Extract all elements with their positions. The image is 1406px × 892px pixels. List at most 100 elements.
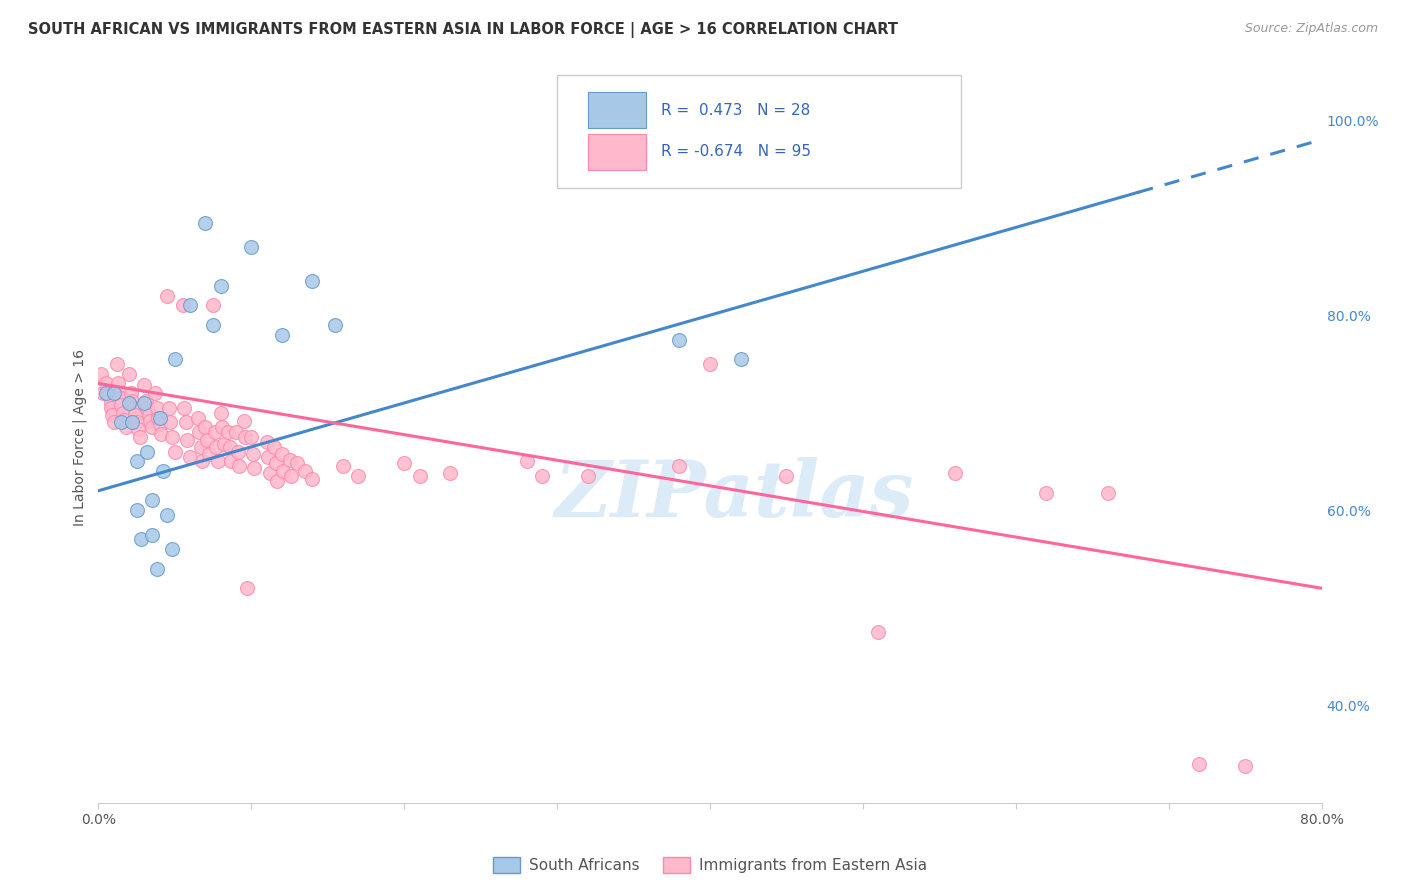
- Point: [179, 450, 201, 464]
- Point: [179, 298, 201, 312]
- Point: [103, 416, 125, 430]
- Point: [516, 454, 538, 468]
- Point: [775, 469, 797, 483]
- Point: [194, 215, 217, 229]
- Point: [301, 472, 323, 486]
- Point: [156, 508, 179, 522]
- Point: [195, 433, 218, 447]
- Point: [668, 459, 690, 474]
- Point: [145, 401, 167, 415]
- Point: [699, 357, 721, 371]
- Point: [91, 386, 114, 401]
- Point: [152, 464, 174, 478]
- Point: [1097, 485, 1119, 500]
- Point: [163, 444, 186, 458]
- Point: [211, 420, 233, 434]
- Point: [1234, 758, 1257, 772]
- Point: [256, 434, 278, 449]
- Point: [233, 430, 256, 444]
- Point: [121, 416, 143, 430]
- Point: [124, 408, 146, 422]
- Point: [138, 408, 160, 422]
- Point: [204, 425, 226, 440]
- Point: [194, 420, 217, 434]
- Point: [141, 527, 163, 541]
- Point: [235, 581, 257, 595]
- Point: [188, 425, 211, 440]
- Bar: [588, 92, 647, 128]
- Point: [240, 240, 263, 254]
- Point: [146, 410, 169, 425]
- Point: [221, 454, 243, 468]
- Point: [530, 469, 553, 483]
- Point: [111, 406, 134, 420]
- FancyBboxPatch shape: [557, 75, 960, 188]
- Point: [90, 367, 112, 381]
- Point: [118, 367, 141, 381]
- Point: [730, 352, 752, 367]
- Point: [257, 450, 280, 464]
- Point: [225, 425, 247, 440]
- Point: [209, 406, 232, 420]
- Point: [1188, 756, 1211, 771]
- Point: [294, 464, 316, 478]
- Point: [150, 427, 173, 442]
- Point: [270, 327, 292, 342]
- Point: [325, 318, 347, 332]
- Point: [134, 378, 156, 392]
- Point: [243, 461, 266, 475]
- Point: [149, 410, 172, 425]
- Point: [228, 459, 250, 474]
- Point: [100, 396, 122, 410]
- Point: [347, 469, 370, 483]
- Point: [105, 357, 128, 371]
- Point: [172, 298, 194, 312]
- Point: [125, 503, 148, 517]
- Point: [136, 401, 159, 415]
- Point: [127, 422, 149, 436]
- Point: [392, 457, 416, 471]
- Point: [94, 386, 117, 401]
- Point: [134, 396, 156, 410]
- Point: [1035, 485, 1057, 500]
- Point: [273, 464, 295, 478]
- Point: [125, 416, 148, 430]
- Point: [110, 391, 132, 405]
- Point: [212, 437, 235, 451]
- Point: [202, 298, 225, 312]
- Point: [110, 416, 132, 430]
- Point: [278, 452, 301, 467]
- Point: [301, 274, 323, 288]
- Point: [157, 401, 180, 415]
- Point: [145, 562, 167, 576]
- Point: [136, 444, 159, 458]
- Point: [263, 440, 285, 454]
- Point: [141, 493, 163, 508]
- Point: [226, 444, 249, 458]
- Point: [103, 386, 125, 401]
- Point: [128, 430, 150, 444]
- Point: [121, 394, 143, 409]
- Point: [259, 466, 281, 480]
- Point: [118, 396, 141, 410]
- Text: Source: ZipAtlas.com: Source: ZipAtlas.com: [1244, 22, 1378, 36]
- Point: [135, 394, 157, 409]
- Point: [280, 469, 302, 483]
- Point: [439, 466, 461, 480]
- Point: [94, 376, 117, 391]
- Point: [141, 420, 163, 434]
- Text: ZIPatlas: ZIPatlas: [555, 458, 914, 533]
- Point: [129, 533, 152, 547]
- Point: [163, 352, 186, 367]
- Point: [868, 625, 890, 640]
- Bar: [588, 134, 647, 170]
- Text: R = -0.674   N = 95: R = -0.674 N = 95: [661, 145, 811, 160]
- Point: [217, 425, 239, 440]
- Text: SOUTH AFRICAN VS IMMIGRANTS FROM EASTERN ASIA IN LABOR FORCE | AGE > 16 CORRELAT: SOUTH AFRICAN VS IMMIGRANTS FROM EASTERN…: [28, 22, 898, 38]
- Point: [149, 417, 172, 432]
- Point: [232, 413, 254, 427]
- Point: [159, 416, 181, 430]
- Point: [576, 469, 599, 483]
- Point: [191, 454, 214, 468]
- Point: [197, 447, 219, 461]
